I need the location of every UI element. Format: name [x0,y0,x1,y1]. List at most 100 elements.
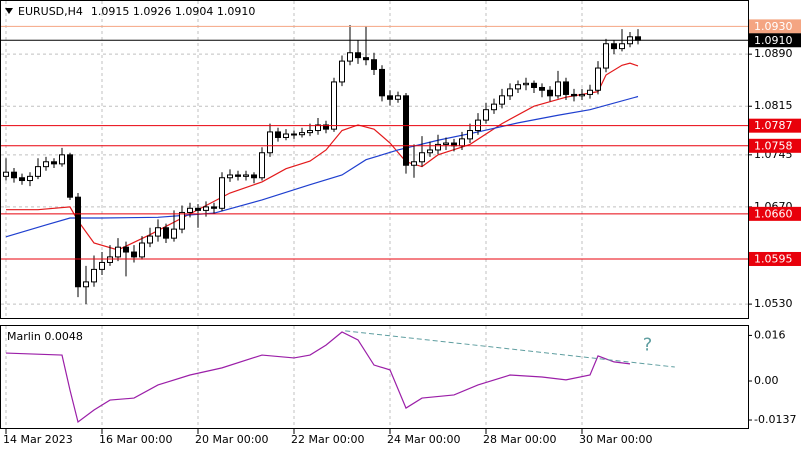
x-tick-label: 30 Mar 00:00 [579,433,652,446]
candle-body [219,177,225,209]
candle-body [579,93,585,97]
candle-body [243,174,249,177]
candle-body [491,103,497,111]
candle-body [163,227,169,239]
price-pane-frame [0,0,749,319]
candle-body [11,171,17,179]
candle-body [419,152,425,163]
ohlc: 1.0915 1.0926 1.0904 1.0910 [91,5,255,18]
candle-body [251,174,257,179]
candle-body [67,154,73,198]
candle-body [171,228,177,239]
candle-body [307,130,313,134]
candle-body [43,161,49,168]
candle-body [531,82,537,88]
candle-body [411,161,417,166]
candle-body [331,81,337,130]
candle-body [363,57,369,61]
y-tick-label: 0.016 [754,328,786,341]
candle-body [555,81,561,97]
candle-body [187,207,193,213]
candle-body [339,60,345,83]
price-level-box [749,118,801,133]
candle-body [179,211,185,230]
menu-triangle[interactable] [5,8,13,14]
candle-body [275,131,281,138]
moving-average [5,95,639,238]
candle-body [99,261,105,270]
x-tick-label: 20 Mar 00:00 [195,433,268,446]
y-tick-label: 0.00 [754,374,779,387]
y-tick-label: 1.0890 [754,47,793,60]
price-level-label: 1.0930 [754,20,793,33]
price-level-box [749,251,801,266]
candle-body [499,95,505,105]
candle-body [539,86,545,91]
candle-body [155,227,161,237]
candle-body [587,89,593,95]
price-level-label: 1.0660 [754,207,793,220]
candle-body [619,43,625,50]
candle-body [283,133,289,138]
price-level-label: 1.0910 [754,34,793,47]
candle-body [323,124,329,130]
candle-body [147,235,153,244]
candle-body [523,82,529,86]
candle-body [603,43,609,69]
chart-title: EURUSD,H4 1.0915 1.0926 1.0904 1.0910 [18,5,255,18]
candle-body [91,268,97,283]
candle-body [595,67,601,91]
candle-body [547,89,553,97]
candle-body [483,109,489,121]
candle-body [387,95,393,100]
price-level-box [749,33,801,48]
candle-body [115,246,121,258]
candle-body [467,130,473,140]
oscillator-pane-frame [0,325,749,429]
x-tick-label: 22 Mar 00:00 [291,433,364,446]
candle-body [315,124,321,132]
price-level-label: 1.0595 [754,252,793,265]
candle-body [459,138,465,147]
candle-body [563,81,569,95]
candle-body [51,161,57,165]
candle-body [267,131,273,154]
symbol: EURUSD,H4 [18,5,83,18]
candle-body [83,281,89,288]
oscillator-line [5,331,631,424]
candle-body [75,196,81,288]
candle-body [443,142,449,145]
candle-body [515,84,521,90]
price-level-label: 1.0787 [754,119,793,132]
candle-body [235,174,241,177]
candle-body [371,59,377,70]
price-level-box [749,19,801,34]
candle-body [291,133,297,136]
candle-body [131,251,137,258]
price-level-box [749,206,801,221]
candle-body [259,152,265,179]
candle-body [227,174,233,179]
candle-body [507,88,513,97]
candle-body [35,166,41,177]
candle-body [611,43,617,50]
candle-body [19,177,25,182]
candle-body [195,207,201,211]
oscillator-label: Marlin 0.0048 [7,330,83,343]
candle-body [435,143,441,151]
y-tick-label: 1.0530 [754,297,793,310]
x-tick-label: 28 Mar 00:00 [483,433,556,446]
candle-body [571,93,577,97]
candle-body [123,246,129,253]
y-tick-label: 1.0815 [754,99,793,112]
candle-body [27,175,33,182]
candle-body [107,256,113,263]
price-level-box [749,138,801,153]
candle-body [3,171,9,177]
candle-body [347,52,353,62]
x-tick-label: 14 Mar 2023 [3,433,73,446]
candle-body [211,206,217,209]
candle-body [139,242,145,258]
candle-body [203,206,209,211]
